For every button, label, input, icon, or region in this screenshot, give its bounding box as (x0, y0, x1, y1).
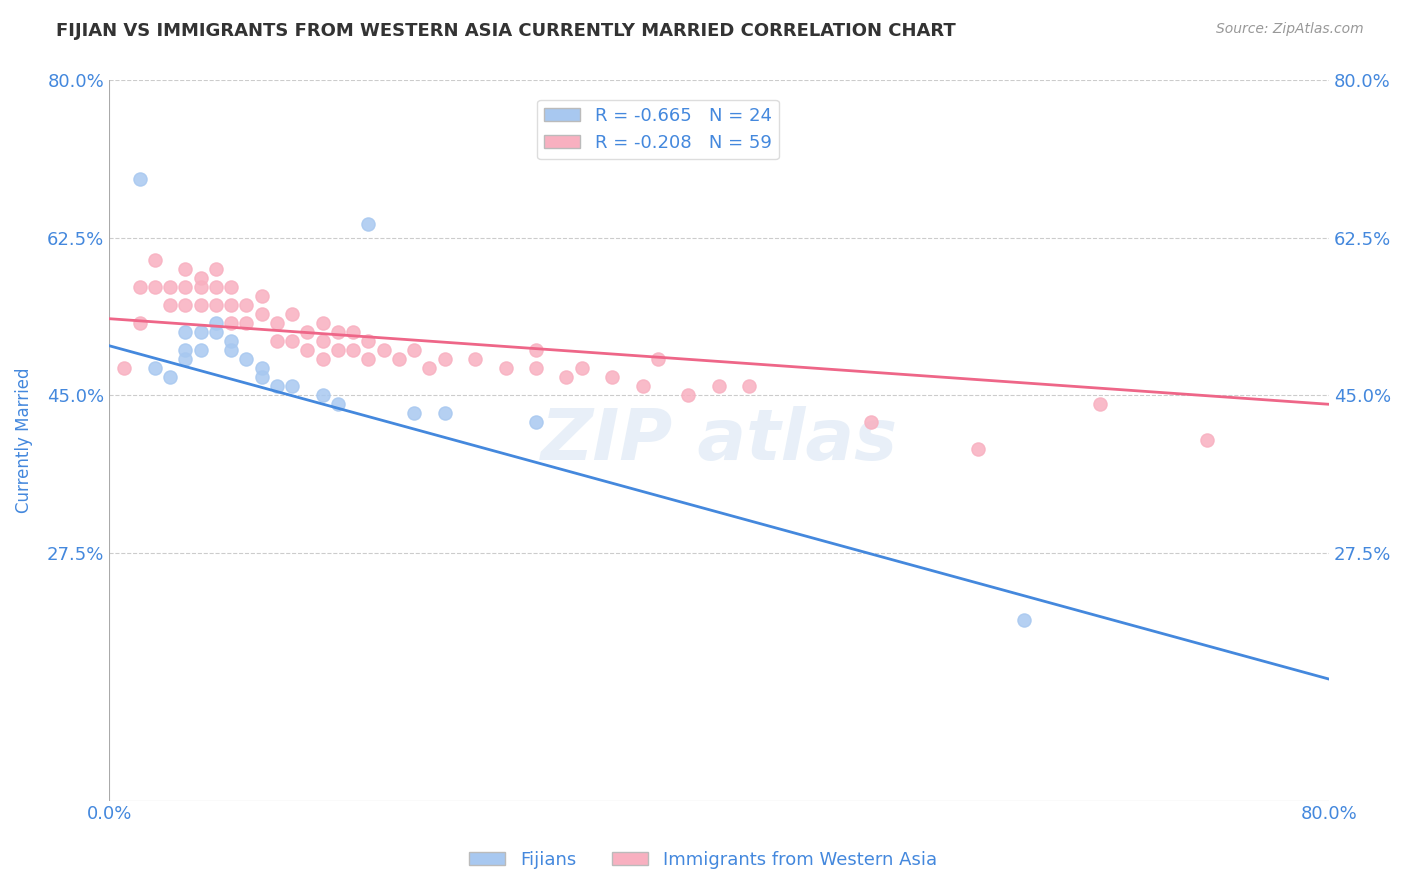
Text: ZIP atlas: ZIP atlas (540, 406, 897, 475)
Point (707, 379, 730, 393)
Legend: Fijians, Immigrants from Western Asia: Fijians, Immigrants from Western Asia (463, 844, 943, 876)
Point (205, 262, 228, 277)
Point (235, 298, 257, 312)
Point (524, 361, 547, 376)
Point (205, 325, 228, 339)
Point (326, 325, 349, 339)
Point (326, 397, 349, 411)
Point (174, 352, 197, 367)
Point (1195, 434, 1218, 448)
Point (555, 370, 578, 384)
Point (600, 370, 623, 384)
Point (311, 352, 333, 367)
Point (297, 343, 319, 358)
Point (311, 316, 333, 330)
Point (631, 379, 654, 393)
Point (342, 343, 364, 358)
Point (967, 442, 990, 457)
Point (281, 334, 304, 349)
Point (250, 289, 273, 303)
Point (143, 361, 166, 376)
Point (159, 280, 181, 294)
Point (342, 325, 364, 339)
Point (159, 370, 181, 384)
Point (143, 280, 166, 294)
Legend: R = -0.665   N = 24, R = -0.208   N = 59: R = -0.665 N = 24, R = -0.208 N = 59 (537, 100, 779, 160)
Point (112, 361, 135, 376)
Point (311, 388, 333, 402)
Point (250, 307, 273, 321)
Point (357, 352, 380, 367)
Point (524, 343, 547, 358)
Point (357, 334, 380, 349)
Point (524, 415, 547, 429)
Point (266, 334, 288, 349)
Point (205, 316, 228, 330)
Point (174, 298, 197, 312)
Point (266, 316, 288, 330)
Point (174, 343, 197, 358)
Point (388, 352, 411, 367)
Point (326, 343, 349, 358)
Point (190, 343, 212, 358)
Text: FIJIAN VS IMMIGRANTS FROM WESTERN ASIA CURRENTLY MARRIED CORRELATION CHART: FIJIAN VS IMMIGRANTS FROM WESTERN ASIA C… (56, 22, 956, 40)
Point (159, 298, 181, 312)
Point (678, 388, 700, 402)
Point (495, 361, 517, 376)
Point (219, 334, 242, 349)
Point (235, 316, 257, 330)
Point (402, 343, 425, 358)
Point (128, 280, 150, 294)
Text: Source: ZipAtlas.com: Source: ZipAtlas.com (1216, 22, 1364, 37)
Point (281, 307, 304, 321)
Point (357, 217, 380, 231)
Point (219, 343, 242, 358)
Point (433, 352, 456, 367)
Point (235, 352, 257, 367)
Point (1012, 614, 1035, 628)
Point (205, 298, 228, 312)
Point (174, 325, 197, 339)
Point (190, 298, 212, 312)
Point (860, 415, 883, 429)
Point (205, 280, 228, 294)
Point (1088, 397, 1111, 411)
Point (402, 406, 425, 420)
Point (143, 253, 166, 268)
Point (128, 316, 150, 330)
Point (190, 325, 212, 339)
Point (219, 280, 242, 294)
Point (373, 343, 395, 358)
Point (647, 352, 669, 367)
Point (128, 172, 150, 186)
Point (297, 325, 319, 339)
Point (250, 361, 273, 376)
Point (219, 316, 242, 330)
Point (464, 352, 486, 367)
Point (433, 406, 456, 420)
Point (174, 262, 197, 277)
Point (250, 370, 273, 384)
Point (219, 298, 242, 312)
Point (174, 280, 197, 294)
Point (281, 379, 304, 393)
Point (266, 379, 288, 393)
Point (190, 271, 212, 285)
Point (190, 280, 212, 294)
Point (571, 361, 593, 376)
Y-axis label: Currently Married: Currently Married (15, 368, 32, 513)
Point (738, 379, 761, 393)
Point (311, 334, 333, 349)
Point (418, 361, 440, 376)
